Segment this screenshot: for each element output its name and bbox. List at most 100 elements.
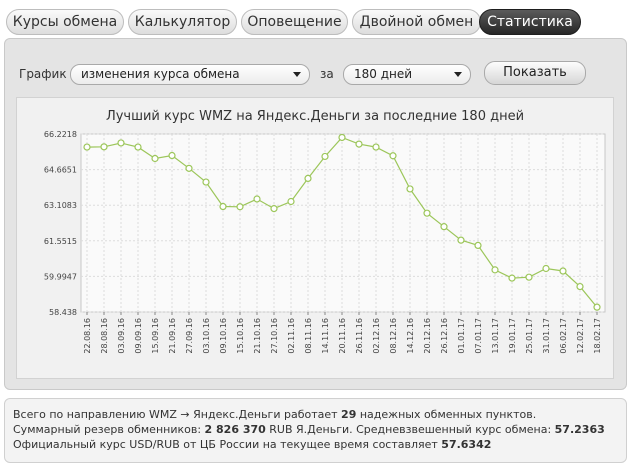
data-point bbox=[151, 154, 159, 163]
x-tick-label: 14.11.16 bbox=[321, 318, 330, 354]
data-point bbox=[474, 241, 482, 250]
x-tick-label: 15.10.16 bbox=[236, 318, 245, 354]
info-text: надежных обменных пунктов. bbox=[356, 408, 537, 421]
x-tick-label: 08.11.16 bbox=[304, 318, 313, 354]
info-line-official: Официальный курс USD/RUB от ЦБ России на… bbox=[13, 437, 626, 452]
x-tick-label: 21.09.16 bbox=[168, 318, 177, 354]
x-tick-label: 26.12.16 bbox=[440, 318, 449, 354]
weighted-rate: 57.2363 bbox=[554, 423, 605, 436]
x-tick-label: 21.10.16 bbox=[253, 318, 262, 354]
data-point bbox=[100, 143, 108, 151]
x-tick-label: 14.12.16 bbox=[406, 318, 415, 354]
info-text: RUB Я.Деньги. Средневзвешенный курс обме… bbox=[265, 423, 555, 436]
data-point bbox=[270, 204, 278, 213]
y-tick-label: 66.2218 bbox=[44, 130, 77, 139]
data-point bbox=[287, 197, 295, 206]
data-point bbox=[219, 202, 227, 211]
data-point bbox=[236, 203, 244, 211]
x-tick-label: 02.11.16 bbox=[287, 318, 296, 354]
x-tick-label: 12.02.17 bbox=[576, 318, 585, 354]
data-point bbox=[576, 282, 584, 291]
chart-title: Лучший курс WMZ на Яндекс.Деньги за посл… bbox=[106, 109, 524, 124]
exchange-points-count: 29 bbox=[341, 408, 357, 421]
data-point bbox=[389, 152, 397, 160]
tab-notification[interactable]: Оповещение bbox=[241, 9, 348, 35]
x-tick-label: 26.11.16 bbox=[355, 318, 364, 354]
period-value: 180 дней bbox=[354, 67, 413, 81]
y-tick-label: 63.1083 bbox=[44, 201, 77, 210]
x-tick-label: 09.10.16 bbox=[219, 318, 228, 354]
y-tick-label: 59.9947 bbox=[44, 272, 77, 281]
x-tick-label: 07.01.17 bbox=[474, 318, 483, 354]
data-point bbox=[134, 143, 142, 151]
data-point bbox=[253, 195, 261, 203]
x-tick-label: 31.01.17 bbox=[542, 318, 551, 354]
data-point bbox=[542, 264, 550, 273]
y-tick-label: 61.5515 bbox=[44, 237, 77, 246]
x-tick-label: 19.01.17 bbox=[508, 318, 517, 354]
period-label: за bbox=[320, 67, 334, 81]
data-point bbox=[202, 178, 210, 186]
chart-container: Лучший курс WMZ на Яндекс.Деньги за посл… bbox=[16, 97, 614, 379]
data-point bbox=[83, 143, 91, 151]
info-line-reserve: Суммарный резерв обменников: 2 826 370 R… bbox=[13, 422, 626, 437]
chevron-down-icon bbox=[293, 72, 301, 77]
info-line-points: Всего по направлению WMZ → Яндекс.Деньги… bbox=[13, 407, 626, 422]
data-point bbox=[168, 151, 176, 160]
info-text: Всего по направлению WMZ → Яндекс.Деньги… bbox=[13, 408, 342, 421]
data-point bbox=[406, 185, 414, 193]
x-tick-label: 03.10.16 bbox=[202, 318, 211, 354]
show-button[interactable]: Показать bbox=[484, 61, 586, 85]
y-tick-label: 58.438 bbox=[49, 308, 77, 317]
data-point bbox=[423, 209, 431, 217]
data-point bbox=[185, 164, 193, 172]
info-text: Суммарный резерв обменников: bbox=[13, 423, 205, 436]
data-point bbox=[559, 267, 567, 275]
data-point bbox=[593, 303, 601, 311]
tab-calculator[interactable]: Калькулятор bbox=[128, 9, 237, 35]
x-tick-label: 13.01.17 bbox=[491, 318, 500, 354]
data-point bbox=[457, 236, 465, 244]
x-tick-label: 06.02.17 bbox=[559, 318, 568, 354]
x-tick-label: 15.09.16 bbox=[151, 318, 160, 354]
info-box: Всего по направлению WMZ → Яндекс.Деньги… bbox=[4, 398, 627, 463]
data-point bbox=[491, 266, 499, 274]
x-tick-label: 27.09.16 bbox=[185, 318, 194, 354]
x-tick-label: 03.09.16 bbox=[117, 318, 126, 354]
chevron-down-icon bbox=[454, 72, 462, 77]
official-rate: 57.6342 bbox=[441, 438, 492, 451]
statistics-panel: График изменения курса обмена за 180 дне… bbox=[4, 38, 627, 390]
data-point bbox=[321, 152, 329, 161]
x-tick-label: 01.01.17 bbox=[457, 318, 466, 354]
data-point bbox=[508, 274, 516, 282]
data-point bbox=[304, 174, 312, 183]
x-tick-label: 09.09.16 bbox=[134, 318, 143, 354]
y-tick-label: 64.6651 bbox=[44, 166, 77, 175]
data-point bbox=[355, 140, 363, 148]
info-text: Официальный курс USD/RUB от ЦБ России на… bbox=[13, 438, 442, 451]
graph-type-value: изменения курса обмена bbox=[81, 67, 240, 81]
x-tick-label: 22.08.16 bbox=[83, 318, 92, 354]
data-point bbox=[372, 143, 380, 151]
data-point bbox=[117, 139, 125, 147]
graph-type-select[interactable]: изменения курса обмена bbox=[70, 64, 310, 85]
total-reserve: 2 826 370 bbox=[204, 423, 266, 436]
x-tick-label: 08.12.16 bbox=[389, 318, 398, 354]
x-tick-label: 27.10.16 bbox=[270, 318, 279, 354]
rate-chart: Лучший курс WMZ на Яндекс.Деньги за посл… bbox=[44, 109, 606, 354]
data-point bbox=[440, 223, 448, 231]
plot-area bbox=[80, 133, 606, 313]
x-tick-label: 28.08.16 bbox=[100, 318, 109, 354]
graph-label: График bbox=[19, 67, 67, 81]
x-tick-label: 20.11.16 bbox=[338, 318, 347, 354]
tab-double-exchange[interactable]: Двойной обмен bbox=[352, 9, 481, 35]
tab-statistics[interactable]: Статистика bbox=[479, 9, 581, 35]
x-tick-label: 02.12.16 bbox=[372, 318, 381, 354]
data-point bbox=[338, 133, 346, 142]
x-tick-label: 25.01.17 bbox=[525, 318, 534, 354]
x-tick-label: 18.02.17 bbox=[593, 318, 602, 354]
period-select[interactable]: 180 дней bbox=[343, 64, 471, 85]
x-tick-label: 20.12.16 bbox=[423, 318, 432, 354]
tab-exchange-rates[interactable]: Курсы обмена bbox=[6, 9, 124, 35]
data-point bbox=[525, 273, 533, 281]
